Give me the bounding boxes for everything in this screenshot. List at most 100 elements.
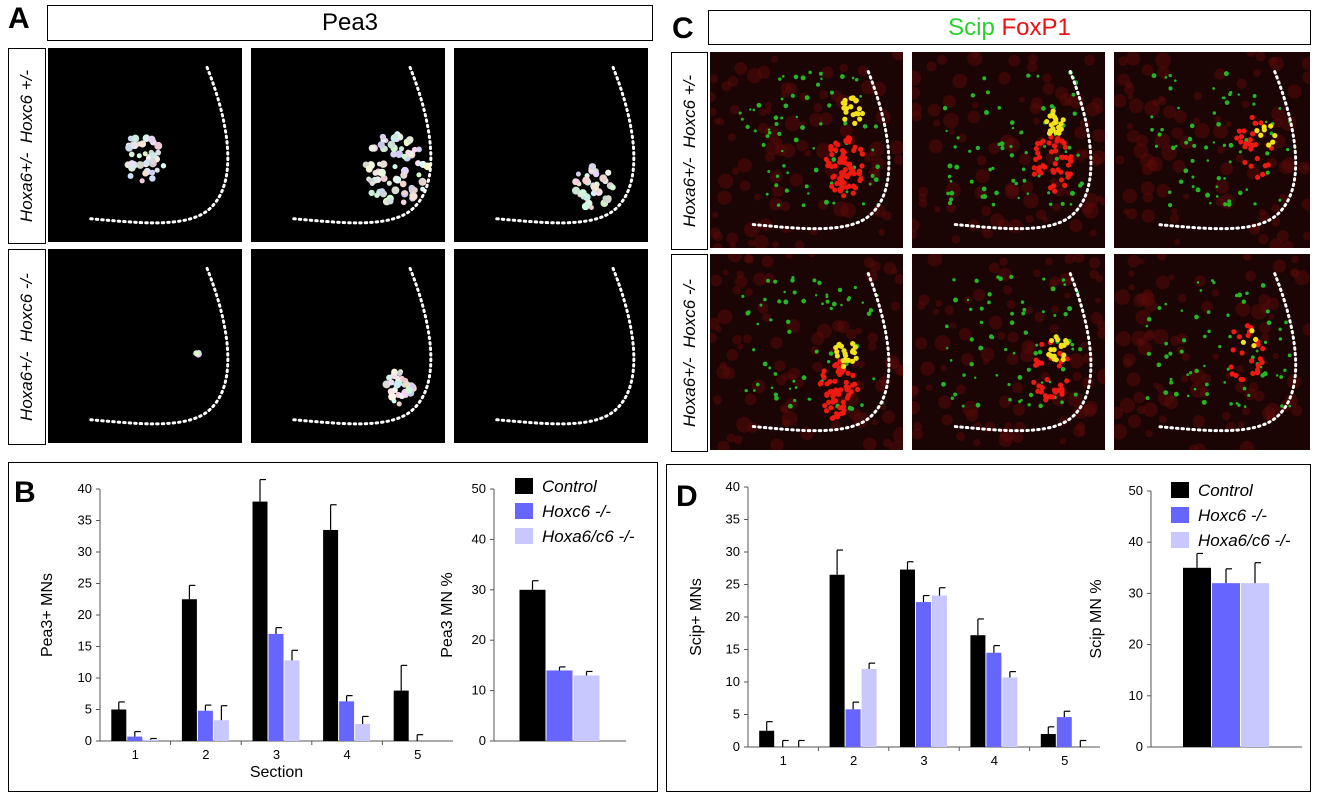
- scip-cell: [945, 347, 949, 350]
- foxp1-cell: [838, 387, 844, 393]
- background-speckle: [927, 254, 943, 267]
- background-speckle: [1012, 403, 1026, 416]
- pea3-cell: [193, 350, 200, 357]
- scip-cell: [1169, 377, 1173, 381]
- scip-cell: [997, 142, 1001, 147]
- scip-foxp1-cell: [856, 106, 863, 112]
- background-speckle: [753, 234, 769, 248]
- background-speckle: [1114, 289, 1131, 305]
- background-speckle: [1079, 430, 1086, 437]
- foxp1-cell: [1230, 347, 1236, 353]
- foxp1-cell: [857, 177, 863, 184]
- scip-cell: [1194, 368, 1199, 374]
- scip-cell: [1205, 192, 1211, 198]
- background-speckle: [1089, 269, 1100, 280]
- scip-cell: [786, 171, 790, 175]
- scip-cell: [1024, 150, 1028, 155]
- legend-label: Hoxa6/c6 -/-: [542, 527, 635, 546]
- pea3-cell: [605, 169, 612, 176]
- background-speckle: [1291, 255, 1299, 264]
- scip-cell: [1061, 278, 1066, 282]
- scip-cell: [1228, 142, 1234, 148]
- bar: [1002, 677, 1018, 747]
- foxp1-cell: [1031, 171, 1038, 177]
- background-speckle: [951, 234, 961, 244]
- x-tick-label: 1: [780, 753, 787, 768]
- background-speckle: [874, 379, 888, 392]
- scip-cell: [1072, 111, 1077, 116]
- scip-cell: [1169, 380, 1174, 385]
- scip-cell: [778, 77, 782, 81]
- scip-cell: [1043, 144, 1047, 148]
- bar: [932, 595, 947, 747]
- scip-cell: [1060, 400, 1064, 405]
- foxp1-cell: [1238, 139, 1244, 145]
- scip-cell: [770, 386, 774, 389]
- background-speckle: [1154, 132, 1170, 149]
- scip-cell: [769, 318, 773, 322]
- pea3-cell: [392, 164, 398, 170]
- y-tick-label: 5: [85, 702, 92, 717]
- scip-cell: [974, 278, 979, 283]
- x-tick-label: 4: [991, 753, 998, 768]
- panel-letter-d: D: [676, 480, 698, 513]
- background-speckle: [734, 275, 748, 288]
- scip-cell: [987, 300, 991, 305]
- scip-foxp1-cell: [1061, 352, 1067, 358]
- scip-cell: [1209, 201, 1212, 205]
- scip-cell: [780, 97, 784, 101]
- background-speckle: [1084, 54, 1096, 66]
- scip-foxp1-cell: [848, 104, 854, 110]
- scip-foxp1-cell: [1270, 139, 1276, 145]
- foxp1-cell: [1238, 133, 1245, 140]
- background-speckle: [1178, 293, 1187, 303]
- pea3-cell: [416, 146, 422, 153]
- background-speckle: [1201, 301, 1214, 313]
- pea3-cell: [401, 153, 407, 160]
- scip-cell: [1181, 338, 1187, 343]
- background-speckle: [875, 109, 891, 125]
- background-speckle: [990, 213, 1005, 228]
- foxp1-cell: [829, 183, 835, 190]
- bar: [546, 670, 573, 741]
- pea3-cell: [395, 150, 403, 158]
- foxp1-cell: [828, 146, 834, 153]
- foxp1-cell: [837, 371, 843, 377]
- background-speckle: [920, 361, 935, 376]
- row-label-c-top: Hoxa6+/- Hoxc6 +/-: [671, 52, 708, 250]
- background-speckle: [712, 242, 723, 248]
- y-tick-label: 0: [733, 739, 740, 754]
- scip-cell: [1260, 283, 1266, 288]
- background-speckle: [1075, 421, 1086, 432]
- pea3-cell: [403, 381, 411, 388]
- background-speckle: [1301, 57, 1310, 71]
- scip-cell: [866, 311, 872, 316]
- background-speckle: [1225, 120, 1232, 127]
- scip-cell: [854, 77, 859, 82]
- background-speckle: [1271, 218, 1281, 227]
- pea3-cell: [155, 149, 162, 156]
- y-tick-label: 10: [472, 683, 486, 698]
- scip-cell: [1053, 313, 1057, 317]
- y-tick-label: 25: [726, 577, 740, 592]
- pea3-cell: [149, 169, 156, 176]
- pea3-cell: [136, 161, 145, 169]
- scip-cell: [1283, 368, 1287, 372]
- background-speckle: [1241, 100, 1250, 109]
- background-speckle: [747, 239, 755, 247]
- row-label-gene1: Hoxa6+/-: [17, 152, 36, 223]
- scip-foxp1-cell: [1060, 356, 1066, 363]
- background-speckle: [1042, 82, 1055, 95]
- bar: [829, 574, 845, 747]
- background-speckle: [935, 300, 943, 308]
- scip-cell: [1042, 277, 1046, 281]
- foxp1-cell: [1067, 157, 1073, 163]
- scip-cell: [808, 70, 812, 75]
- background-speckle: [894, 154, 903, 165]
- y-tick-label: 15: [78, 639, 92, 654]
- scip-cell: [793, 398, 797, 403]
- scip-cell: [947, 174, 952, 179]
- scip-cell: [941, 381, 946, 387]
- chart-b: 0 5 10 15 20 25 30 35 40 1 2 3 4 5 Pea3+ MNs Section 0 1…: [39, 477, 635, 781]
- background-speckle: [872, 204, 886, 218]
